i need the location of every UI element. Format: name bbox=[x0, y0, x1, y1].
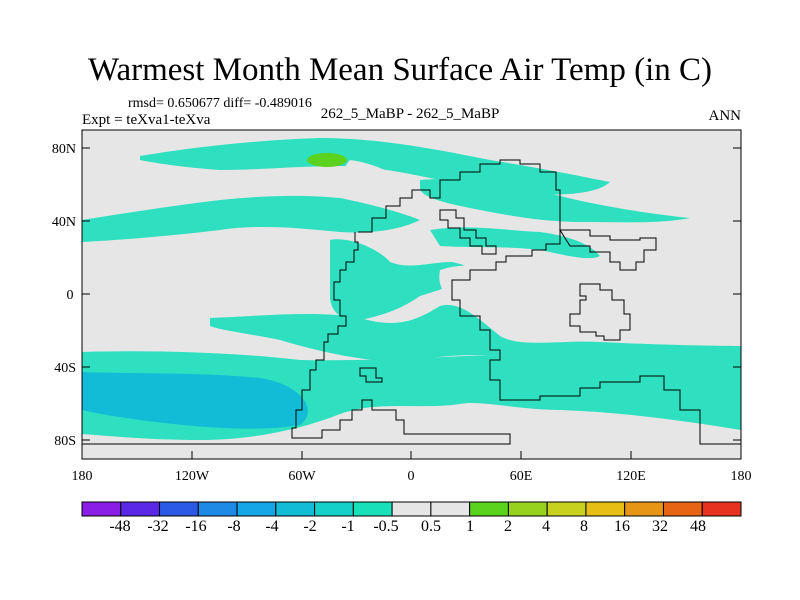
colorbar-swatch bbox=[701, 501, 742, 517]
colorbar-swatch bbox=[391, 501, 432, 517]
x-tick-label: 180 bbox=[731, 469, 752, 484]
colorbar-label: -48 bbox=[109, 518, 130, 535]
colorbar-swatch bbox=[585, 501, 626, 517]
colorbar-label: 4 bbox=[542, 518, 550, 535]
colorbar-label: -0.5 bbox=[373, 518, 398, 535]
y-tick-label: 40N bbox=[52, 215, 76, 230]
season-label: ANN bbox=[708, 108, 742, 124]
colorbar-swatch bbox=[352, 501, 393, 517]
colorbar-label: 32 bbox=[652, 518, 668, 535]
colorbar-label: -4 bbox=[265, 518, 278, 535]
colorbar-swatch bbox=[430, 501, 471, 517]
equatorial-band bbox=[210, 304, 741, 362]
southern-deep-cyan-patch bbox=[82, 372, 308, 429]
colorbar-label: -1 bbox=[341, 518, 354, 535]
central-channel-patch bbox=[330, 239, 480, 321]
rmsd-diff-stats: rmsd= 0.650677 diff= -0.489016 bbox=[128, 96, 312, 111]
x-tick-label: 60W bbox=[288, 469, 316, 484]
inner-gulf-outline bbox=[439, 209, 497, 255]
colorbar-label: 48 bbox=[690, 518, 706, 535]
colorbar-swatch bbox=[159, 501, 199, 517]
y-tick-label: 80N bbox=[52, 142, 76, 157]
colorbar-label: -8 bbox=[227, 518, 240, 535]
colorbar-swatch bbox=[81, 501, 122, 517]
y-tick-label: 40S bbox=[54, 361, 76, 376]
continent-grey-region bbox=[439, 264, 620, 337]
x-tick-label: 180 bbox=[72, 469, 93, 484]
colorbar-label: -16 bbox=[185, 518, 206, 535]
colorbar-swatch bbox=[546, 501, 587, 517]
colorbar-label: -32 bbox=[147, 518, 168, 535]
colorbar-swatch bbox=[236, 501, 277, 517]
northern-midlat-band bbox=[82, 195, 420, 242]
pangea-east-outline bbox=[358, 159, 741, 445]
x-tick-label: 120E bbox=[616, 469, 646, 484]
colorbar-swatch bbox=[275, 501, 316, 517]
colorbar-swatch bbox=[469, 501, 509, 517]
colorbar-swatch bbox=[624, 501, 664, 517]
map-title: Warmest Month Mean Surface Air Temp (in … bbox=[87, 52, 713, 88]
colorbar-labels: -48 -32 -16 -8 -4 -2 -1 -0.5 0.5 1 2 4 8… bbox=[109, 518, 706, 535]
warm-anomaly-patch bbox=[307, 153, 347, 167]
colorbar-swatch bbox=[120, 501, 161, 517]
y-tick-label: 80S bbox=[54, 434, 76, 449]
y-tick-label: 0 bbox=[67, 288, 74, 303]
colorbar-label: 1 bbox=[466, 518, 474, 535]
colorbar-label: 16 bbox=[614, 518, 630, 535]
experiment-label: Expt = teXva1-teXva bbox=[82, 112, 211, 128]
colorbar-swatch bbox=[507, 501, 548, 517]
colorbar-swatch bbox=[662, 501, 703, 517]
east-peninsula-outline bbox=[559, 229, 657, 271]
colorbar-swatch bbox=[314, 501, 354, 517]
x-tick-label: 120W bbox=[175, 469, 210, 484]
north-grey-region bbox=[342, 160, 420, 204]
x-tick-label: 60E bbox=[510, 469, 533, 484]
colorbar bbox=[81, 501, 742, 517]
south-grey-region bbox=[400, 406, 741, 459]
small-island-outline bbox=[359, 367, 383, 383]
coastline-outlines bbox=[82, 159, 741, 445]
comparison-label: 262_5_MaBP - 262_5_MaBP bbox=[320, 106, 500, 122]
colorbar-label: 2 bbox=[504, 518, 512, 535]
pangea-north-outline bbox=[82, 232, 511, 445]
x-tick-label: 0 bbox=[408, 469, 415, 484]
colorbar-label: 0.5 bbox=[421, 518, 441, 535]
colorbar-swatch bbox=[197, 501, 238, 517]
northern-east-channel bbox=[430, 227, 600, 259]
anomaly-field bbox=[82, 138, 741, 459]
colorbar-label: 8 bbox=[580, 518, 588, 535]
east-island-outline bbox=[569, 283, 631, 341]
y-axis bbox=[82, 147, 741, 441]
northern-east-band bbox=[420, 179, 690, 223]
colorbar-label: -2 bbox=[303, 518, 316, 535]
x-axis bbox=[81, 451, 742, 459]
